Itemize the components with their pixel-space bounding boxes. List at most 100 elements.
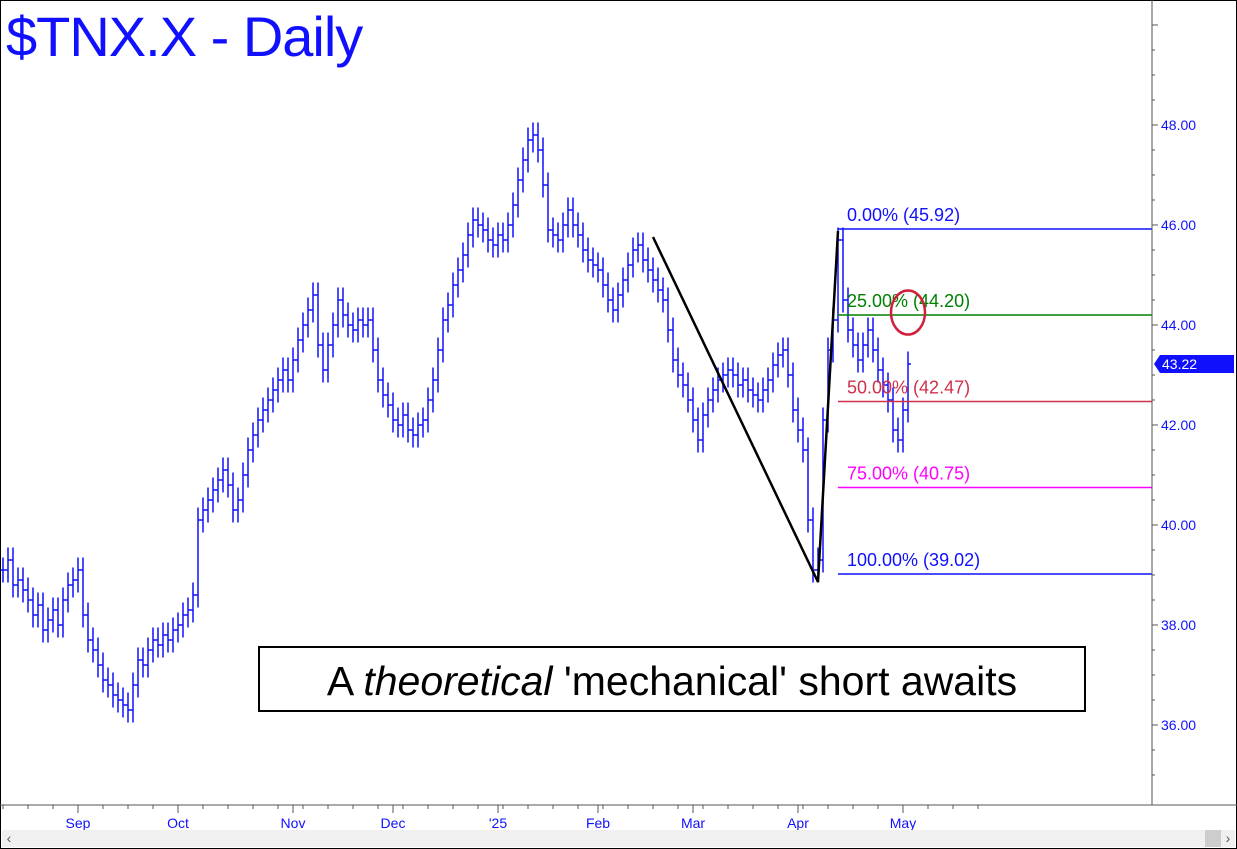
price-bar [36, 592, 41, 628]
price-bar [556, 222, 561, 253]
price-bar [396, 407, 401, 438]
price-bar [296, 327, 301, 373]
price-bar [176, 612, 181, 643]
chevron-left-icon[interactable]: ‹ [6, 830, 12, 846]
price-bar [231, 472, 236, 523]
price-bar [641, 232, 646, 273]
fib-level-label: 50.00% (42.47) [847, 378, 970, 398]
price-bar [186, 597, 191, 628]
price-bar [401, 402, 406, 438]
price-bar [321, 332, 326, 383]
price-bar [666, 287, 671, 343]
last-price-label: 43.22 [1162, 356, 1197, 372]
price-bar [796, 397, 801, 443]
price-bar [451, 272, 456, 318]
price-bar [421, 407, 426, 438]
price-bar [301, 312, 306, 353]
caption-text-italic: theoretical [363, 658, 553, 704]
x-tick-label: Oct [167, 815, 189, 831]
price-bar [21, 567, 26, 603]
price-bar [336, 287, 341, 338]
scrollbar-thumb[interactable] [1205, 830, 1221, 847]
y-tick-label: 46.00 [1161, 217, 1196, 233]
price-bar [51, 597, 56, 633]
price-bar [516, 167, 521, 218]
price-bar [381, 367, 386, 408]
chevron-right-icon[interactable]: › [1225, 830, 1231, 846]
y-tick-label: 38.00 [1161, 617, 1196, 633]
price-bar [891, 387, 896, 443]
price-bar [386, 382, 391, 418]
price-bar [101, 652, 106, 693]
price-bar [411, 417, 416, 448]
price-bar [136, 647, 141, 698]
x-tick-label: Dec [381, 815, 406, 831]
price-bar [106, 667, 111, 698]
x-tick-label: Nov [281, 815, 306, 831]
price-bar [651, 257, 656, 293]
price-bar [501, 222, 506, 253]
price-bar [771, 352, 776, 393]
price-bar [126, 692, 131, 723]
price-bar [426, 387, 431, 433]
price-bar [851, 317, 856, 358]
price-bar [751, 377, 756, 408]
price-bar [691, 387, 696, 433]
price-bar [291, 347, 296, 393]
price-bar [201, 497, 206, 533]
caption-text-after: 'mechanical' short awaits [552, 658, 1018, 704]
price-bar [536, 122, 541, 163]
price-bar [706, 387, 711, 428]
price-bar [856, 332, 861, 373]
price-bar [681, 362, 686, 398]
price-bar [841, 227, 846, 313]
price-bar [16, 567, 21, 598]
price-bar [656, 267, 661, 303]
swing-lines [651, 230, 927, 583]
y-tick-label: 36.00 [1161, 717, 1196, 733]
price-bar [861, 332, 866, 373]
price-bar [141, 647, 146, 678]
price-bar [791, 362, 796, 423]
price-bar [86, 602, 91, 653]
price-bar [881, 357, 886, 398]
price-bar [626, 252, 631, 293]
price-bar [261, 397, 266, 433]
price-bar [66, 572, 71, 613]
price-bar [756, 382, 761, 413]
price-bar [546, 172, 551, 243]
price-bar [236, 487, 241, 523]
x-tick-label: '25 [489, 815, 507, 831]
price-bar [636, 232, 641, 263]
price-bar [711, 377, 716, 413]
price-bar [346, 302, 351, 338]
price-bar [446, 292, 451, 333]
price-bar [601, 257, 606, 298]
price-bar [31, 587, 36, 628]
price-bar [581, 222, 586, 263]
last-price-tag [1154, 355, 1234, 373]
price-bar [76, 557, 81, 593]
price-bar [256, 407, 261, 448]
price-bar [151, 627, 156, 663]
price-bar [866, 317, 871, 358]
price-bar [251, 422, 256, 463]
price-bar [766, 367, 771, 403]
price-bar [146, 637, 151, 678]
price-bar [191, 582, 196, 623]
price-bar [226, 457, 231, 498]
price-bar [906, 351, 911, 423]
x-axis: Sep Oct Nov Dec '25 Feb Mar Apr May [0, 804, 1237, 831]
price-bar [496, 222, 501, 258]
price-bar [661, 277, 666, 313]
price-bar [121, 687, 126, 718]
price-bar [11, 547, 16, 598]
price-bar [621, 267, 626, 308]
price-bar [471, 207, 476, 248]
price-bar [441, 307, 446, 363]
x-tick-label: Feb [586, 815, 610, 831]
x-tick-label: May [890, 815, 916, 831]
horizontal-scrollbar[interactable]: ‹ › [2, 830, 1235, 847]
price-bar [1, 557, 6, 583]
